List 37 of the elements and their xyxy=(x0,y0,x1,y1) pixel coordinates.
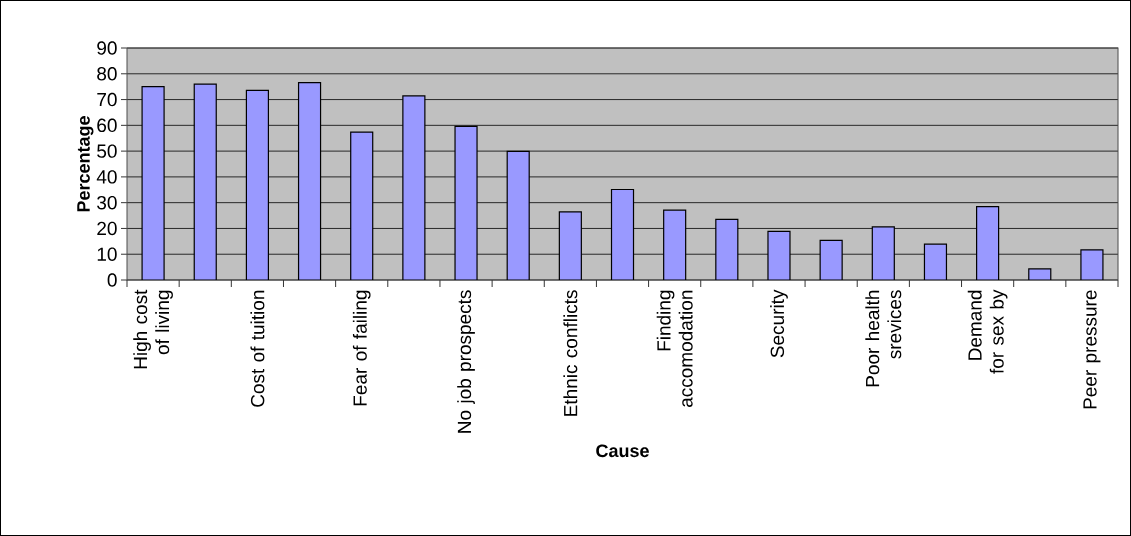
x-tick-label: Peer pressure xyxy=(1083,290,1101,409)
y-tick-label: 10 xyxy=(97,247,117,261)
bar xyxy=(976,205,1000,280)
y-tick-label: 80 xyxy=(97,67,117,81)
x-tick-label: Security xyxy=(770,289,788,358)
bar xyxy=(715,218,739,280)
bar xyxy=(558,211,582,280)
bar xyxy=(193,83,217,280)
x-tick-label: Ethnic conflicts xyxy=(563,290,578,416)
y-tick-label: 90 xyxy=(97,41,117,55)
y-tick-label: 70 xyxy=(97,92,117,107)
bar xyxy=(506,150,530,280)
bar xyxy=(454,125,478,280)
x-tick-label: Fear of failing xyxy=(352,290,371,406)
y-tick-label: 0 xyxy=(107,273,117,287)
x-tick-label: Cost of tuition xyxy=(250,290,265,407)
y-tick-label: 30 xyxy=(97,195,117,210)
bar xyxy=(610,188,635,280)
x-axis-title: Cause xyxy=(596,444,649,458)
bar xyxy=(141,86,165,280)
y-axis-title: Percentage xyxy=(77,116,94,212)
bar xyxy=(402,95,426,280)
bar xyxy=(245,89,269,280)
y-tick-label: 60 xyxy=(97,118,117,133)
bar xyxy=(663,209,687,280)
y-tick-label: 20 xyxy=(97,221,117,236)
y-tick-label: 50 xyxy=(97,144,117,158)
x-tick-label: Demand for sex by xyxy=(967,289,1008,374)
bar xyxy=(350,131,374,280)
bar xyxy=(297,81,322,280)
x-tick-label: High cost of living xyxy=(133,289,173,369)
bar xyxy=(923,243,948,280)
bar xyxy=(871,226,895,280)
x-tick-label: No job prospects xyxy=(457,290,475,433)
x-tick-label: Finding accomodation xyxy=(656,290,693,408)
y-tick-label: 40 xyxy=(96,170,117,184)
x-tick-label: Poor health srevices xyxy=(865,290,902,387)
